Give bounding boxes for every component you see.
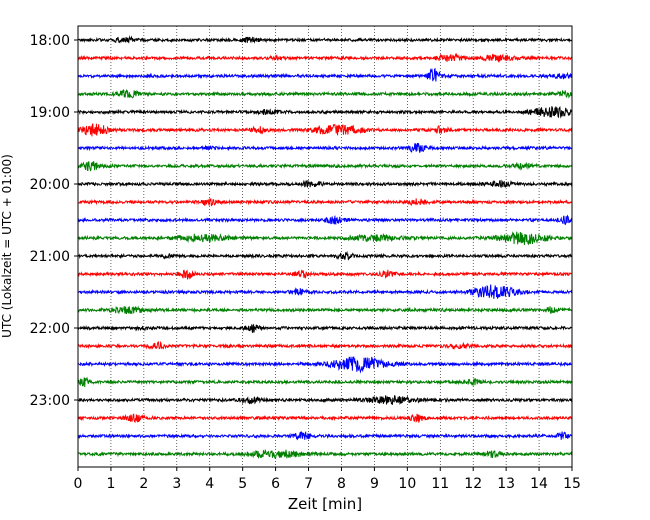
plot-frame xyxy=(77,25,573,468)
trace-2245 xyxy=(77,376,573,387)
y-tick-label: 18:00 xyxy=(30,33,70,49)
trace-1800 xyxy=(77,35,573,44)
trace-1815 xyxy=(77,52,573,63)
x-tick-label: 8 xyxy=(337,476,346,492)
x-tick-label: 12 xyxy=(464,476,482,492)
x-tick-label: 0 xyxy=(74,476,83,492)
trace-2330 xyxy=(77,431,573,441)
x-tick-label: 7 xyxy=(304,476,313,492)
x-tick-label: 4 xyxy=(205,476,214,492)
seismogram-traces xyxy=(77,35,573,459)
x-tick-label: 11 xyxy=(431,476,449,492)
trace-2045 xyxy=(77,231,573,246)
trace-2015 xyxy=(77,198,573,207)
y-tick-label: 20:00 xyxy=(30,177,70,193)
trace-1945 xyxy=(77,161,573,172)
x-tick-label: 6 xyxy=(271,476,280,492)
trace-1845 xyxy=(77,88,573,99)
trace-2130 xyxy=(77,284,573,299)
x-tick-label: 14 xyxy=(530,476,548,492)
x-tick-label: 9 xyxy=(370,476,379,492)
trace-2100 xyxy=(77,250,573,261)
trace-2115 xyxy=(77,269,573,280)
x-tick-label: 10 xyxy=(398,476,416,492)
trace-2215 xyxy=(77,340,573,351)
trace-1930 xyxy=(77,142,573,153)
x-tick-label: 1 xyxy=(106,476,115,492)
y-tick-label: 21:00 xyxy=(30,249,70,265)
trace-2345 xyxy=(77,449,573,459)
y-axis-ticks: 18:00 19:00 20:00 21:00 22:00 23:00 xyxy=(30,33,78,409)
trace-2000 xyxy=(77,179,573,189)
y-tick-label: 23:00 xyxy=(30,393,70,409)
x-tick-label: 13 xyxy=(497,476,515,492)
trace-2300 xyxy=(77,395,573,405)
y-axis-label: UTC (Lokalzeit = UTC + 01:00) xyxy=(0,154,14,338)
x-tick-label: 5 xyxy=(238,476,247,492)
trace-1915 xyxy=(77,123,573,137)
y-tick-label: 19:00 xyxy=(30,105,70,121)
y-tick-label: 22:00 xyxy=(30,321,70,337)
trace-1830 xyxy=(77,67,573,82)
x-axis-label: Zeit [min] xyxy=(288,495,362,513)
trace-2145 xyxy=(77,305,573,315)
x-tick-label: 2 xyxy=(139,476,148,492)
x-tick-label: 3 xyxy=(172,476,181,492)
trace-2200 xyxy=(77,323,573,333)
trace-1900 xyxy=(77,105,573,119)
trace-2030 xyxy=(77,214,573,226)
trace-2315 xyxy=(77,413,573,424)
x-axis-ticks: 0 1 2 3 4 5 6 7 8 9 10 11 12 13 14 15 xyxy=(74,467,581,492)
x-tick-label: 15 xyxy=(563,476,581,492)
trace-2230 xyxy=(77,356,573,374)
